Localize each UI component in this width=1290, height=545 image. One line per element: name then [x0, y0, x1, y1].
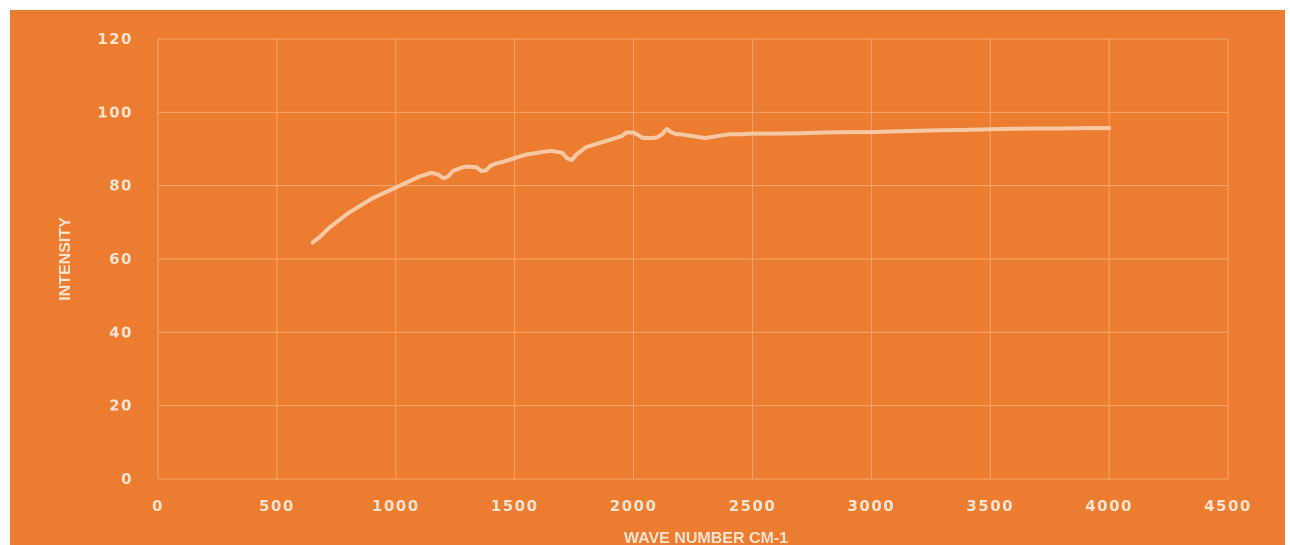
- y-tick-label: 60: [109, 250, 133, 268]
- x-tick-label: 1500: [491, 497, 539, 515]
- y-tick-label: 0: [121, 470, 133, 488]
- x-tick-label: 1000: [372, 497, 420, 515]
- x-axis-title: WAVE NUMBER CM-1: [624, 530, 788, 545]
- x-tick-label: 2500: [729, 497, 777, 515]
- series-line: [310, 126, 1112, 245]
- x-tick-label: 4000: [1085, 497, 1133, 515]
- x-tick-label: 3000: [847, 497, 895, 515]
- y-tick-label: 40: [109, 323, 133, 341]
- gridlines: [157, 38, 1229, 480]
- x-tick-labels: 0 500 1000 1500 2000 2500 3000 3500 4000 4500: [152, 497, 1252, 515]
- y-axis-title: INTENSITY: [57, 217, 74, 301]
- series-lines: [310, 126, 1112, 245]
- x-tick-label: 3500: [966, 497, 1014, 515]
- x-tick-label: 500: [259, 497, 295, 515]
- x-tick-label: 0: [152, 497, 164, 515]
- y-tick-label: 80: [109, 177, 133, 195]
- chart-background: [10, 10, 1285, 545]
- y-tick-label: 120: [97, 30, 133, 48]
- y-tick-labels: 0 20 40 60 80 100 120: [97, 30, 133, 488]
- x-tick-label: 2000: [610, 497, 658, 515]
- x-tick-label: 4500: [1204, 497, 1252, 515]
- y-tick-label: 100: [97, 103, 133, 121]
- y-tick-label: 20: [109, 397, 133, 415]
